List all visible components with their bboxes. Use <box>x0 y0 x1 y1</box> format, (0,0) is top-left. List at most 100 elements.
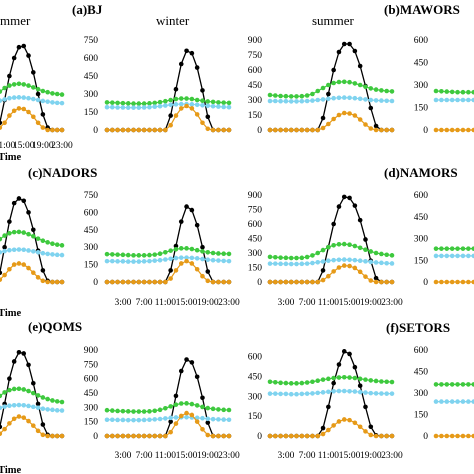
series-point-orange <box>205 126 211 132</box>
y-tick-label: 600 <box>84 375 99 385</box>
series-point-black <box>347 351 352 357</box>
y-tick-label: 150 <box>248 412 263 422</box>
series-point-green <box>205 99 211 104</box>
series-point-orange <box>194 266 200 272</box>
series-point-cyan <box>31 96 36 102</box>
series-point-orange <box>433 127 439 133</box>
series-point-green <box>449 246 455 251</box>
series-point-green <box>357 82 363 88</box>
series-point-black <box>16 196 22 201</box>
series-point-green <box>31 233 36 239</box>
series-point-orange <box>59 433 65 439</box>
series-point-orange <box>347 263 352 269</box>
series-point-orange <box>384 127 389 133</box>
series-point-cyan <box>315 390 321 396</box>
series-point-green <box>310 91 315 97</box>
series-line-green <box>269 376 393 384</box>
y-axis: 0 150 300 450 600 <box>414 191 429 288</box>
series-point-black <box>373 123 379 129</box>
series-point-orange <box>184 103 189 109</box>
series-point-orange <box>288 433 294 439</box>
series-point-orange <box>54 433 60 439</box>
series-point-cyan <box>115 417 120 423</box>
series-point-green <box>471 89 474 95</box>
series-point-green <box>347 242 352 247</box>
series-point-green <box>288 381 294 386</box>
series-point-orange <box>136 127 142 133</box>
series-point-black <box>352 203 358 208</box>
series-point-cyan <box>283 391 289 397</box>
series-point-cyan <box>125 105 131 110</box>
chart-panel <box>267 194 395 285</box>
series-point-orange <box>147 127 152 133</box>
series-point-orange <box>273 279 278 285</box>
series-point-black <box>31 380 36 386</box>
y-tick-label: 150 <box>414 411 429 421</box>
series-point-black <box>26 362 31 368</box>
series-point-green <box>189 401 195 407</box>
series-point-black <box>31 70 36 75</box>
series-point-green <box>433 88 439 94</box>
series-point-green <box>439 382 444 387</box>
series-point-orange <box>11 262 17 267</box>
y-tick-label: 450 <box>414 213 429 223</box>
series-point-orange <box>31 114 36 120</box>
series-point-orange <box>104 279 110 285</box>
series-line-black <box>270 196 392 283</box>
series-point-cyan <box>50 407 55 413</box>
series-point-cyan <box>389 98 395 104</box>
series-point-green <box>304 93 310 98</box>
series-point-black <box>326 404 331 410</box>
series-point-orange <box>278 127 283 133</box>
series-point-orange <box>173 268 179 273</box>
series-point-orange <box>310 127 315 133</box>
series-point-green <box>283 255 289 261</box>
series-point-green <box>283 93 289 99</box>
series-point-cyan <box>163 416 168 421</box>
series-point-green <box>433 246 439 251</box>
series-point-orange <box>460 433 466 439</box>
series-point-cyan <box>125 417 131 423</box>
series-point-black <box>341 41 347 47</box>
y-tick-label: 600 <box>248 220 263 230</box>
y-tick-label: 300 <box>248 392 263 402</box>
series-point-cyan <box>466 399 471 404</box>
series-point-cyan <box>299 261 305 267</box>
series-point-green <box>221 407 226 413</box>
series-point-cyan <box>449 97 455 103</box>
series-point-cyan <box>310 98 315 103</box>
series-point-green <box>341 79 347 85</box>
series-point-green <box>115 408 120 414</box>
series-point-cyan <box>0 250 3 255</box>
series-point-green <box>384 252 389 258</box>
x-tick-label: 3:00 <box>114 451 131 461</box>
series-point-green <box>368 249 374 254</box>
series-point-green <box>200 98 205 104</box>
series-point-orange <box>221 433 226 439</box>
series-point-cyan <box>115 259 120 264</box>
series-point-black <box>347 41 352 47</box>
series-point-cyan <box>0 98 3 103</box>
series-point-orange <box>16 261 22 266</box>
y-tick-label: 450 <box>248 81 263 91</box>
y-tick-label: 450 <box>84 226 99 236</box>
series-point-orange <box>466 433 471 439</box>
x-tick-label: 23:00 <box>381 451 403 461</box>
y-tick-label: 300 <box>84 90 99 100</box>
series-point-orange <box>368 278 374 283</box>
y-tick-label: 300 <box>414 81 429 91</box>
series-point-green <box>131 253 136 258</box>
series-point-orange <box>460 279 466 285</box>
x-tick-label: 19:00 <box>197 298 219 308</box>
series-point-cyan <box>326 96 331 102</box>
series-point-green <box>152 100 158 106</box>
series-point-orange <box>304 279 310 285</box>
series-point-green <box>2 390 7 395</box>
series-point-green <box>455 382 460 387</box>
series-point-cyan <box>341 388 347 394</box>
series-point-black <box>0 270 3 276</box>
series-point-cyan <box>373 98 379 103</box>
series-point-black <box>336 362 342 367</box>
series-point-green <box>352 375 358 381</box>
